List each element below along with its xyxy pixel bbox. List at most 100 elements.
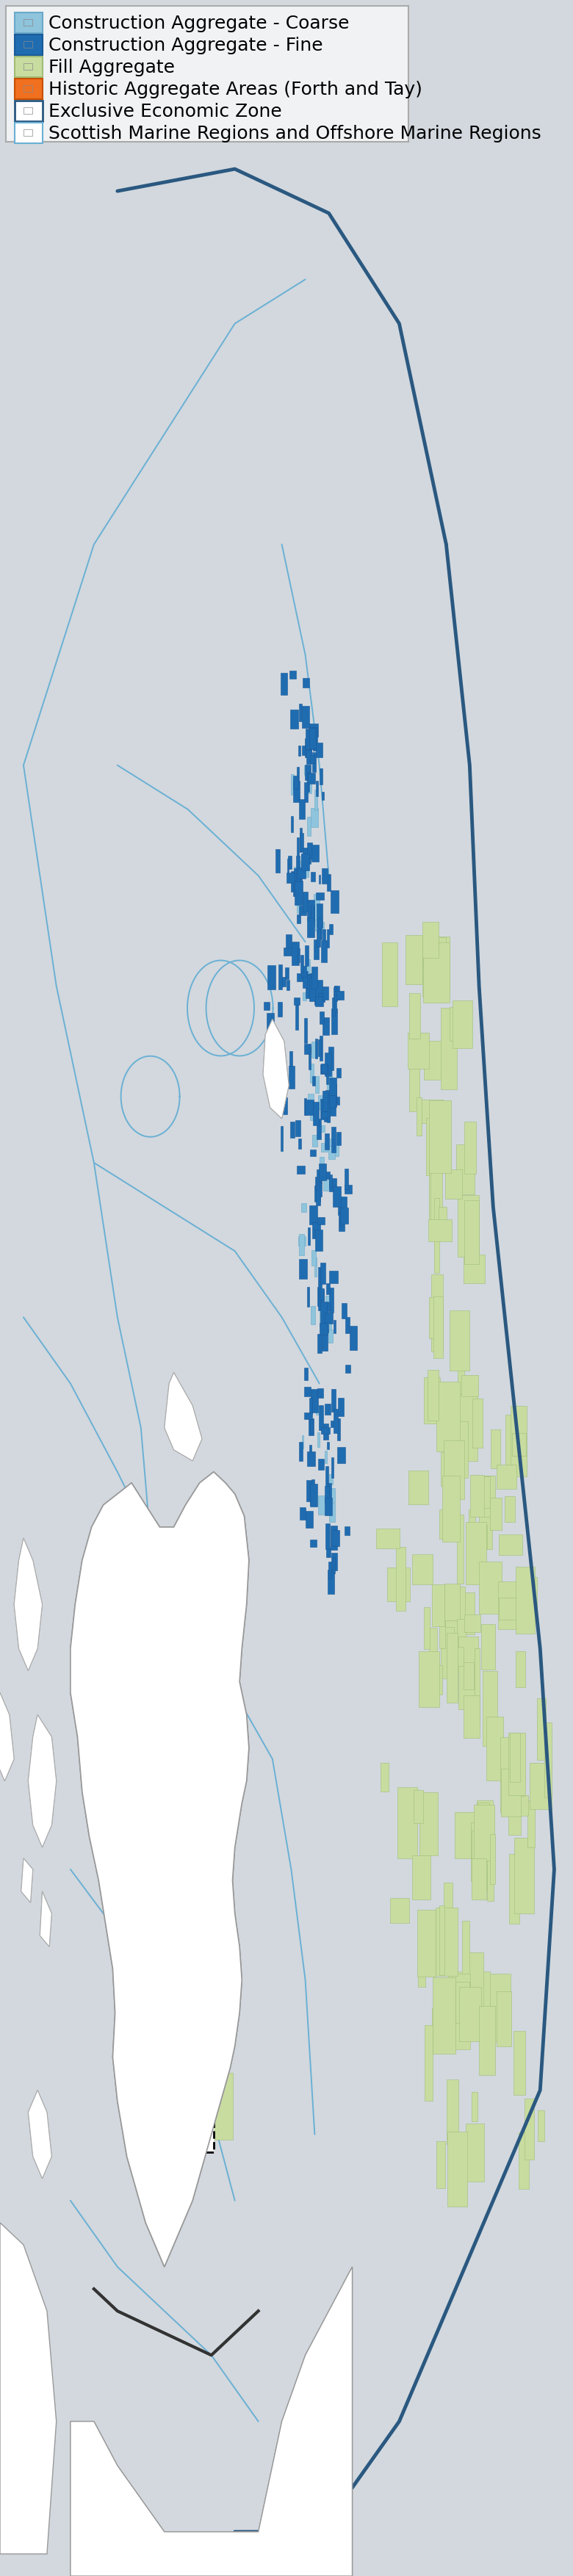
- Bar: [23, 85, 32, 93]
- Bar: [300, 866, 301, 889]
- Bar: [287, 858, 289, 881]
- Bar: [290, 670, 296, 680]
- Bar: [317, 1118, 321, 1139]
- Bar: [23, 18, 32, 26]
- Bar: [436, 1909, 458, 1976]
- Bar: [419, 1793, 438, 1855]
- Bar: [281, 976, 286, 987]
- Bar: [476, 1868, 488, 1891]
- Bar: [457, 1515, 464, 1584]
- Bar: [23, 129, 32, 137]
- Bar: [429, 1159, 438, 1218]
- Bar: [281, 672, 287, 696]
- Bar: [439, 1620, 445, 1649]
- Bar: [473, 1806, 494, 1860]
- Bar: [490, 1834, 495, 1883]
- Bar: [448, 2130, 467, 2208]
- Bar: [329, 1270, 337, 1283]
- Bar: [316, 742, 322, 757]
- Bar: [308, 1229, 311, 1244]
- Bar: [299, 907, 307, 914]
- Bar: [474, 1649, 480, 1723]
- Bar: [318, 917, 321, 940]
- Bar: [290, 708, 298, 729]
- Bar: [467, 1971, 490, 2007]
- Bar: [486, 1716, 504, 1780]
- Bar: [328, 1329, 333, 1342]
- Bar: [15, 80, 42, 98]
- Bar: [308, 1095, 313, 1108]
- Bar: [437, 1381, 460, 1450]
- Bar: [300, 832, 304, 850]
- Bar: [324, 1103, 330, 1121]
- Bar: [452, 1492, 458, 1530]
- Polygon shape: [70, 1471, 249, 2267]
- Bar: [413, 1855, 431, 1899]
- Bar: [305, 855, 308, 876]
- Bar: [315, 788, 317, 811]
- Bar: [328, 1489, 335, 1502]
- Bar: [337, 1448, 345, 1463]
- Bar: [325, 1486, 329, 1502]
- Bar: [315, 1038, 317, 1059]
- Bar: [319, 1012, 324, 1025]
- Bar: [322, 791, 324, 801]
- Polygon shape: [0, 1692, 14, 1780]
- Bar: [307, 917, 314, 938]
- Bar: [336, 1069, 341, 1077]
- Bar: [318, 1458, 324, 1471]
- Bar: [311, 1064, 313, 1082]
- Bar: [299, 799, 305, 819]
- Bar: [464, 1662, 473, 1690]
- Bar: [472, 1857, 486, 1899]
- Bar: [293, 884, 301, 896]
- Bar: [312, 1041, 317, 1059]
- Bar: [287, 873, 295, 884]
- Polygon shape: [28, 2089, 52, 2179]
- Bar: [321, 940, 327, 963]
- Bar: [307, 1450, 315, 1466]
- Bar: [327, 930, 329, 948]
- Bar: [323, 930, 325, 943]
- Bar: [291, 871, 297, 891]
- Bar: [329, 1502, 335, 1522]
- Bar: [284, 948, 292, 956]
- Bar: [464, 1200, 479, 1265]
- Bar: [328, 1484, 331, 1499]
- Bar: [320, 768, 323, 786]
- Bar: [511, 1406, 527, 1476]
- Bar: [499, 1535, 522, 1556]
- Bar: [178, 2112, 187, 2120]
- Bar: [304, 1368, 308, 1381]
- Bar: [15, 100, 42, 121]
- Bar: [316, 894, 324, 899]
- Bar: [312, 1391, 314, 1399]
- Bar: [312, 904, 316, 920]
- Bar: [307, 974, 311, 989]
- Bar: [307, 781, 311, 793]
- Bar: [321, 1144, 328, 1151]
- Bar: [339, 1211, 344, 1231]
- Bar: [345, 1365, 351, 1373]
- Bar: [328, 1561, 331, 1579]
- Bar: [15, 57, 42, 77]
- Bar: [465, 1615, 480, 1633]
- Polygon shape: [0, 1692, 14, 1780]
- Bar: [299, 1260, 307, 1278]
- Bar: [423, 938, 449, 997]
- Bar: [331, 1530, 339, 1546]
- Bar: [319, 1288, 324, 1301]
- Bar: [23, 64, 32, 70]
- Bar: [307, 1288, 309, 1306]
- Bar: [414, 1790, 423, 1824]
- Bar: [296, 881, 301, 891]
- Bar: [209, 2056, 227, 2117]
- Bar: [425, 2025, 433, 2102]
- Text: Historic Aggregate Areas (Forth and Tay): Historic Aggregate Areas (Forth and Tay): [49, 80, 422, 98]
- Bar: [332, 997, 335, 1015]
- Bar: [338, 1396, 343, 1417]
- Bar: [292, 940, 299, 966]
- Bar: [479, 2007, 496, 2076]
- Polygon shape: [70, 2267, 352, 2576]
- Bar: [213, 2074, 233, 2141]
